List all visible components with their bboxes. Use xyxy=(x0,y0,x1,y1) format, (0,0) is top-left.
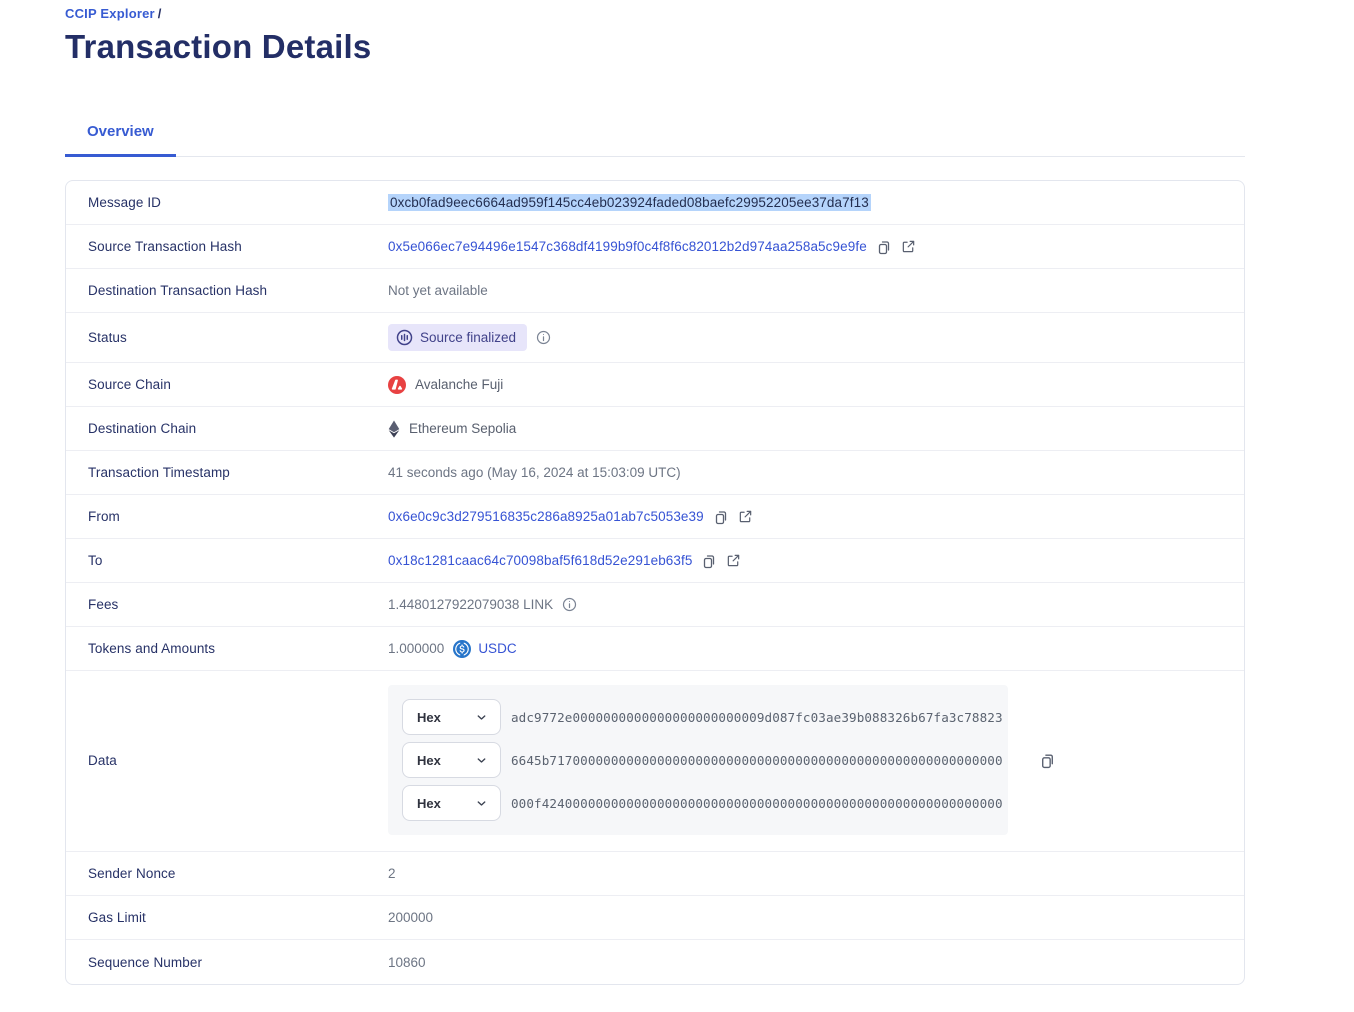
encoding-select-value: Hex xyxy=(417,752,441,768)
to-address-link[interactable]: 0x18c1281caac64c70098baf5f618d52e291eb63… xyxy=(388,553,693,568)
transaction-details-card: Message ID 0xcb0fad9eec6664ad959f145cc4e… xyxy=(65,180,1245,985)
ethereum-icon xyxy=(388,420,400,438)
copy-icon[interactable] xyxy=(876,239,892,255)
sequence-number-label: Sequence Number xyxy=(88,954,203,970)
sequence-number-value: 10860 xyxy=(388,954,426,970)
data-hex-line: 6645b71700000000000000000000000000000000… xyxy=(511,752,1003,768)
row-gas-limit: Gas Limit 200000 xyxy=(66,896,1244,940)
encoding-select-value: Hex xyxy=(417,709,441,725)
source-chain-label: Source Chain xyxy=(88,377,171,392)
data-label: Data xyxy=(88,752,117,768)
dest-tx-hash-value: Not yet available xyxy=(388,283,488,298)
row-status: Status Source finalized xyxy=(66,313,1244,363)
chevron-down-icon xyxy=(475,711,488,724)
timestamp-label: Transaction Timestamp xyxy=(88,465,230,480)
row-fees: Fees 1.4480127922079038 LINK xyxy=(66,583,1244,627)
sender-nonce-label: Sender Nonce xyxy=(88,866,176,881)
status-badge: Source finalized xyxy=(388,324,528,351)
row-source-tx-hash: Source Transaction Hash 0x5e066ec7e94496… xyxy=(66,225,1244,269)
copy-icon[interactable] xyxy=(701,553,717,569)
encoding-select[interactable]: Hex xyxy=(402,785,501,821)
row-sender-nonce: Sender Nonce 2 xyxy=(66,852,1244,896)
from-address-link[interactable]: 0x6e0c9c3d279516835c286a8925a01ab7c5053e… xyxy=(388,509,704,524)
tab-overview[interactable]: Overview xyxy=(65,113,176,157)
message-id-value: 0xcb0fad9eec6664ad959f145cc4eb023924fade… xyxy=(388,194,871,211)
page-title: Transaction Details xyxy=(65,28,372,65)
row-message-id: Message ID 0xcb0fad9eec6664ad959f145cc4e… xyxy=(66,181,1244,225)
data-line: Hex adc9772e0000000000000000000000009d08… xyxy=(402,699,1003,735)
data-line: Hex 6645b7170000000000000000000000000000… xyxy=(402,742,1003,778)
row-source-chain: Source Chain Avalanche Fuji xyxy=(66,363,1244,407)
fees-value: 1.4480127922079038 LINK xyxy=(388,597,554,612)
dest-chain-label: Destination Chain xyxy=(88,421,197,436)
data-panel: Hex adc9772e0000000000000000000000009d08… xyxy=(388,685,1008,835)
gas-limit-value: 200000 xyxy=(388,910,434,925)
row-timestamp: Transaction Timestamp 41 seconds ago (Ma… xyxy=(66,451,1244,495)
avalanche-icon xyxy=(388,375,406,394)
row-dest-chain: Destination Chain Ethereum Sepolia xyxy=(66,407,1244,451)
tab-bar: Overview xyxy=(65,113,1245,157)
data-hex-line: adc9772e0000000000000000000000009d087fc0… xyxy=(511,709,1003,725)
status-info-icon[interactable] xyxy=(536,330,551,345)
to-label: To xyxy=(88,553,103,568)
row-to: To 0x18c1281caac64c70098baf5f618d52e291e… xyxy=(66,539,1244,583)
source-tx-hash-label: Source Transaction Hash xyxy=(88,239,242,254)
encoding-select[interactable]: Hex xyxy=(402,742,501,778)
breadcrumb-separator: / xyxy=(157,6,162,21)
copy-data-icon[interactable] xyxy=(1039,752,1056,769)
chevron-down-icon xyxy=(475,797,488,810)
timestamp-value: 41 seconds ago (May 16, 2024 at 15:03:09… xyxy=(388,465,681,480)
status-badge-text: Source finalized xyxy=(420,330,517,345)
fees-info-icon[interactable] xyxy=(562,597,577,612)
breadcrumb-ccip-explorer-link[interactable]: CCIP Explorer xyxy=(65,6,155,21)
usdc-icon xyxy=(453,639,472,658)
source-finalized-icon xyxy=(396,329,413,346)
external-link-icon[interactable] xyxy=(726,553,741,568)
external-link-icon[interactable] xyxy=(738,509,753,524)
breadcrumb: CCIP Explorer / xyxy=(65,6,1245,21)
source-chain-value: Avalanche Fuji xyxy=(415,377,504,392)
chevron-down-icon xyxy=(475,754,488,767)
encoding-select-value: Hex xyxy=(417,795,441,811)
sender-nonce-value: 2 xyxy=(388,866,396,881)
data-hex-line: 000f424000000000000000000000000000000000… xyxy=(511,795,1003,811)
row-data: Data Hex adc9772e00000000000000000000000… xyxy=(66,671,1244,852)
row-dest-tx-hash: Destination Transaction Hash Not yet ava… xyxy=(66,269,1244,313)
message-id-label: Message ID xyxy=(88,195,162,210)
tokens-label: Tokens and Amounts xyxy=(88,641,216,656)
copy-icon[interactable] xyxy=(713,509,729,525)
dest-chain-value: Ethereum Sepolia xyxy=(409,421,517,436)
token-amount: 1.000000 xyxy=(388,641,445,656)
external-link-icon[interactable] xyxy=(901,239,916,254)
row-tokens-and-amounts: Tokens and Amounts 1.000000 USDC xyxy=(66,627,1244,671)
fees-label: Fees xyxy=(88,597,119,612)
page: CCIP Explorer / Transaction Details Overv… xyxy=(65,6,1245,985)
row-from: From 0x6e0c9c3d279516835c286a8925a01ab7c… xyxy=(66,495,1244,539)
dest-tx-hash-label: Destination Transaction Hash xyxy=(88,283,268,298)
from-label: From xyxy=(88,509,120,524)
source-tx-hash-link[interactable]: 0x5e066ec7e94496e1547c368df4199b9f0c4f8f… xyxy=(388,239,867,254)
data-line: Hex 000f42400000000000000000000000000000… xyxy=(402,785,1003,821)
gas-limit-label: Gas Limit xyxy=(88,910,146,925)
status-label: Status xyxy=(88,330,127,345)
usdc-token-link[interactable]: USDC xyxy=(478,641,517,656)
encoding-select[interactable]: Hex xyxy=(402,699,501,735)
row-sequence-number: Sequence Number 10860 xyxy=(66,940,1244,984)
